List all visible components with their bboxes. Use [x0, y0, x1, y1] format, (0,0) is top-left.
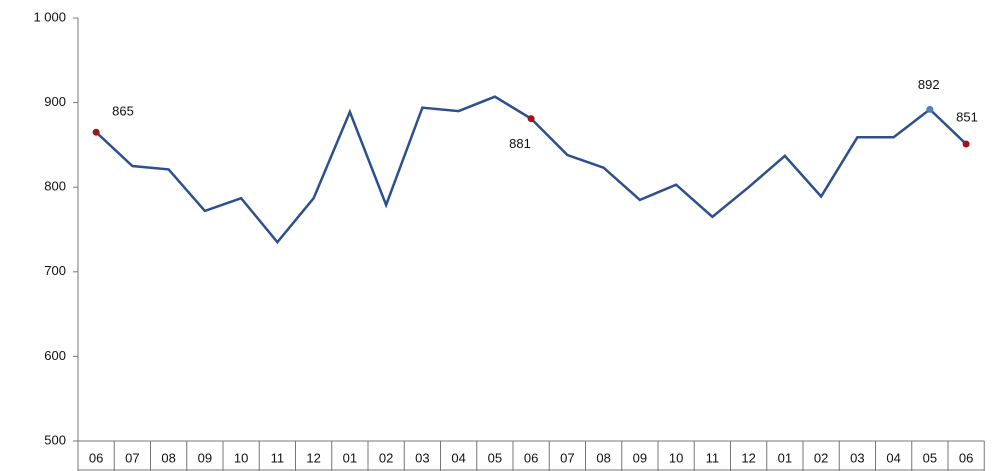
x-tick-label: 12 — [741, 450, 755, 465]
x-tick-label: 03 — [850, 450, 864, 465]
x-tick-label: 08 — [161, 450, 175, 465]
x-tick-label: 06 — [959, 450, 973, 465]
x-tick-label: 11 — [706, 450, 720, 465]
x-tick-label: 02 — [814, 450, 828, 465]
y-tick-label: 700 — [44, 263, 66, 278]
x-tick-label: 02 — [379, 450, 393, 465]
marker — [926, 105, 934, 113]
data-label: 892 — [918, 77, 940, 92]
x-tick-label: 08 — [596, 450, 610, 465]
x-tick-label: 01 — [343, 450, 357, 465]
x-tick-label: 07 — [125, 450, 139, 465]
marker — [962, 140, 970, 148]
x-tick-label: 05 — [923, 450, 937, 465]
x-tick-label: 03 — [415, 450, 429, 465]
marker — [92, 128, 100, 136]
y-tick-label: 900 — [44, 94, 66, 109]
x-tick-label: 04 — [451, 450, 465, 465]
x-tick-label: 11 — [271, 450, 285, 465]
y-tick-label: 500 — [44, 432, 66, 447]
data-label: 851 — [956, 109, 978, 124]
y-tick-label: 1 000 — [33, 9, 66, 24]
y-tick-label: 800 — [44, 179, 66, 194]
x-tick-label: 05 — [488, 450, 502, 465]
data-label: 865 — [112, 104, 134, 119]
marker — [527, 115, 535, 123]
x-tick-label: 06 — [524, 450, 538, 465]
x-tick-label: 01 — [778, 450, 792, 465]
x-tick-label: 07 — [560, 450, 574, 465]
x-tick-label: 10 — [669, 450, 683, 465]
x-tick-label: 10 — [234, 450, 248, 465]
x-tick-label: 06 — [89, 450, 103, 465]
x-tick-label: 04 — [886, 450, 900, 465]
x-tick-label: 09 — [633, 450, 647, 465]
y-tick-label: 600 — [44, 348, 66, 363]
x-tick-label: 12 — [306, 450, 320, 465]
x-tick-label: 09 — [198, 450, 212, 465]
data-label: 881 — [509, 136, 531, 151]
